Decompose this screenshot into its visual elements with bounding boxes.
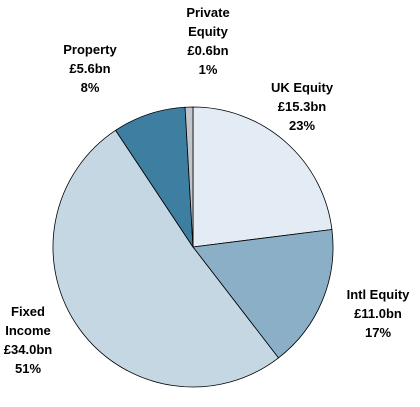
percentage-label: 23% — [288, 118, 316, 133]
pie-slice — [184, 106, 194, 248]
value-label: £15.3bn — [277, 99, 327, 114]
value-label: £34.0bn — [3, 342, 53, 357]
slice-label: Private Equity £0.6bn 1% — [178, 3, 238, 79]
slice-label: Property £5.6bn 8% — [55, 40, 125, 97]
slice-label: Intl Equity £11.0bn 17% — [340, 285, 416, 342]
value-label: £11.0bn — [354, 306, 402, 321]
percentage-label: 8% — [80, 80, 100, 95]
category-label: Fixed Income — [5, 304, 51, 338]
slice-label: UK Equity £15.3bn 23% — [262, 78, 342, 135]
pie-slice — [52, 129, 280, 388]
percentage-label: 17% — [364, 325, 392, 340]
value-label: £0.6bn — [187, 43, 229, 58]
pie-slice — [192, 106, 333, 248]
percentage-label: 1% — [198, 62, 218, 77]
percentage-label: 51% — [14, 361, 42, 376]
category-label: Property — [63, 42, 117, 57]
value-label: £5.6bn — [69, 61, 111, 76]
slice-label: Fixed Income £34.0bn 51% — [0, 302, 56, 378]
category-label: Private Equity — [186, 5, 230, 39]
category-label: UK Equity — [270, 80, 334, 95]
category-label: Intl Equity — [346, 287, 410, 302]
pie-slice — [192, 229, 334, 359]
